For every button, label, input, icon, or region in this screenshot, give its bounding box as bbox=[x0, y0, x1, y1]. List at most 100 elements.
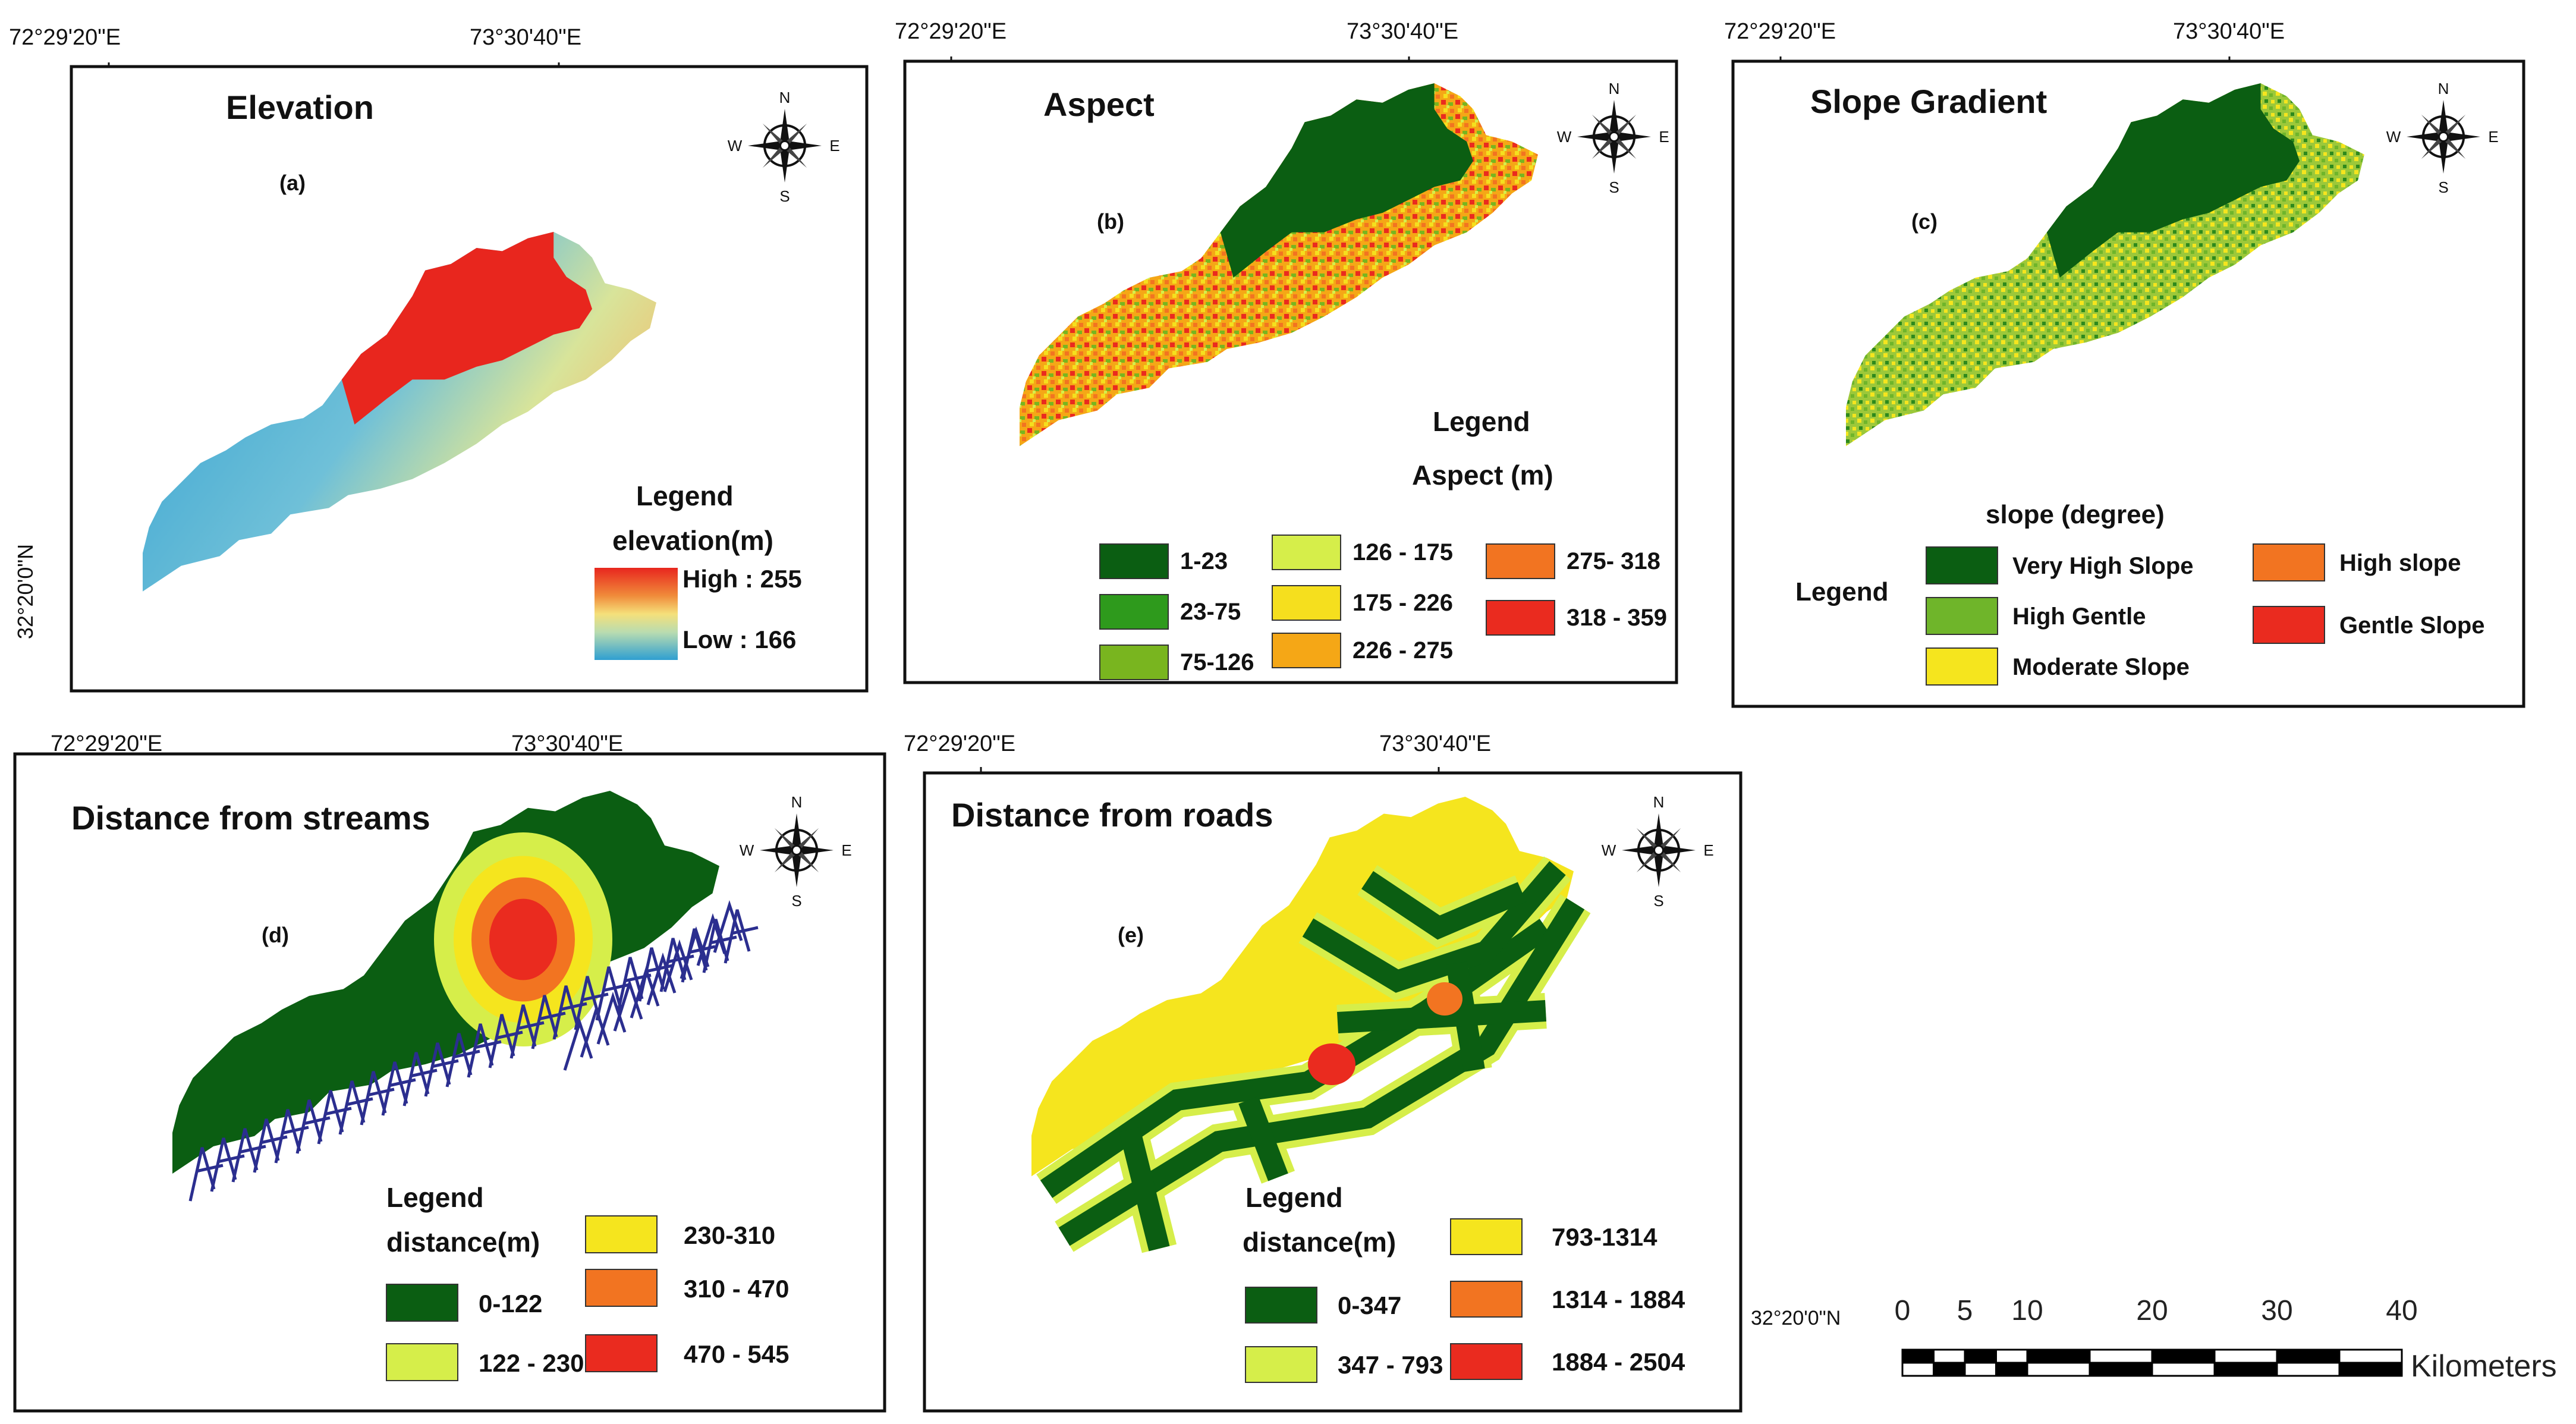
scale-segment bbox=[1995, 1362, 2028, 1377]
legend-subtitle: Aspect (m) bbox=[1412, 460, 1553, 491]
scale-tick-label: 5 bbox=[1957, 1295, 1973, 1326]
scale-segment bbox=[2276, 1348, 2341, 1364]
north-arrow-icon: N S E W bbox=[2386, 80, 2499, 196]
streams-legend-label: 230-310 bbox=[684, 1221, 775, 1249]
coordinate-labels: 72°29'20"E 73°30'40"E 72°29'20"E 73°30'40"E… bbox=[9, 19, 2285, 1347]
scale-segment bbox=[2213, 1362, 2278, 1377]
scale-segment bbox=[1933, 1362, 1966, 1377]
scale-segment bbox=[2276, 1362, 2341, 1377]
compass-w: W bbox=[728, 137, 743, 155]
streams-legend-swatch bbox=[386, 1284, 458, 1322]
roads-legend-label: 347 - 793 bbox=[1338, 1351, 1443, 1379]
aspect-legend-swatch bbox=[1099, 594, 1169, 630]
longitude-label: 73°30'40"E bbox=[1347, 19, 1458, 44]
longitude-label: 73°30'40"E bbox=[511, 731, 623, 756]
streams-legend-label: 122 - 230 bbox=[479, 1349, 584, 1377]
scale-segment bbox=[1933, 1348, 1966, 1364]
north-arrow-icon: N S E W bbox=[740, 793, 852, 910]
legend-title: Legend bbox=[1433, 406, 1530, 437]
aspect-legend-label: 23-75 bbox=[1180, 599, 1241, 625]
longitude-label: 72°29'20"E bbox=[1724, 19, 1836, 44]
longitude-label: 73°30'40"E bbox=[470, 25, 581, 50]
longitude-label: 73°30'40"E bbox=[1379, 731, 1491, 756]
scale-segment bbox=[1995, 1348, 2028, 1364]
slope-legend-label: Moderate Slope bbox=[2012, 654, 2190, 680]
aspect-legend-swatch bbox=[1272, 633, 1341, 668]
panel-title: Slope Gradient bbox=[1810, 83, 2047, 120]
streams-legend-swatch bbox=[585, 1215, 658, 1253]
scale-segment bbox=[1901, 1362, 1935, 1377]
aspect-legend-label: 126 - 175 bbox=[1353, 539, 1453, 565]
longitude-label: 73°30'40"E bbox=[2173, 19, 2285, 44]
panel-title: Elevation bbox=[226, 89, 374, 126]
panel-streams: Distance from streams (d) N S E W Legend distan… bbox=[13, 752, 886, 1413]
roads-legend-label: 1884 - 2504 bbox=[1552, 1348, 1685, 1376]
compass-s: S bbox=[1653, 892, 1663, 910]
roads-legend-swatch bbox=[1450, 1218, 1523, 1255]
roads-legend-swatch bbox=[1245, 1346, 1317, 1383]
compass-n: N bbox=[779, 89, 791, 106]
aspect-legend-label: 75-126 bbox=[1180, 649, 1254, 675]
roads-legend-label: 0-347 bbox=[1338, 1291, 1401, 1319]
scale-segment bbox=[1901, 1348, 1935, 1364]
compass-e: E bbox=[2488, 128, 2498, 146]
aspect-north-area bbox=[1220, 83, 1473, 278]
compass-s: S bbox=[779, 187, 790, 205]
aspect-legend-swatch bbox=[1099, 543, 1169, 579]
latitude-label: 32°20'0"N bbox=[13, 544, 37, 639]
stream-network bbox=[188, 900, 759, 1202]
longitude-label: 72°29'20"E bbox=[904, 731, 1015, 756]
roads-legend-label: 1314 - 1884 bbox=[1552, 1285, 1685, 1313]
streams-legend-swatch bbox=[585, 1334, 658, 1372]
latitude-label: 32°20'0"N bbox=[1751, 1307, 1841, 1329]
aspect-legend-swatch bbox=[1486, 600, 1555, 636]
slope-legend-swatch bbox=[2253, 606, 2325, 644]
compass-e: E bbox=[1659, 128, 1669, 146]
north-arrow-icon: N S E W bbox=[1557, 80, 1669, 196]
north-arrow-icon: N S E W bbox=[728, 89, 840, 205]
compass-s: S bbox=[1609, 178, 1619, 196]
map-panels: Elevation (a) N S E W Legend elevation(m) High :… bbox=[13, 59, 2525, 1413]
slope-legend-label: Gentle Slope bbox=[2339, 612, 2485, 639]
scale-tick-label: 10 bbox=[2011, 1295, 2043, 1326]
slope-north-area bbox=[2046, 83, 2300, 278]
roads-map-area bbox=[1031, 797, 1574, 1177]
slope-legend-label: Very High Slope bbox=[2012, 553, 2194, 579]
slope-legend-label: High Gentle bbox=[2012, 603, 2146, 630]
scale-segment bbox=[2089, 1348, 2153, 1364]
compass-n: N bbox=[791, 793, 803, 811]
legend-subtitle: slope (degree) bbox=[1986, 500, 2165, 529]
scale-tick-label: 40 bbox=[2386, 1295, 2417, 1326]
slope-legend-swatch bbox=[1926, 597, 1998, 635]
compass-n: N bbox=[1653, 793, 1665, 811]
scale-segment bbox=[2213, 1348, 2278, 1364]
legend-low-label: Low : 166 bbox=[682, 625, 796, 653]
scale-unit-label: Kilometers bbox=[2411, 1349, 2557, 1384]
panel-label: (e) bbox=[1118, 923, 1144, 947]
compass-e: E bbox=[829, 137, 839, 155]
panel-title: Aspect bbox=[1043, 86, 1155, 123]
panel-elevation: Elevation (a) N S E W Legend elevation(m) High :… bbox=[70, 65, 869, 693]
panel-label: (b) bbox=[1097, 209, 1124, 234]
legend-subtitle: distance(m) bbox=[1243, 1227, 1396, 1258]
legend-high-label: High : 255 bbox=[682, 565, 802, 593]
compass-w: W bbox=[1557, 128, 1572, 146]
scale-bar: 0 5 10 20 30 40 Kilometers bbox=[1895, 1295, 2557, 1384]
scale-segment bbox=[2338, 1348, 2403, 1364]
longitude-label: 72°29'20"E bbox=[51, 731, 162, 756]
compass-e: E bbox=[841, 841, 851, 859]
legend-subtitle: elevation(m) bbox=[612, 525, 773, 556]
compass-n: N bbox=[2438, 80, 2449, 98]
elevation-high-area bbox=[341, 232, 592, 425]
compass-n: N bbox=[1609, 80, 1620, 98]
aspect-legend-label: 318 - 359 bbox=[1567, 605, 1667, 631]
roads-far-zone bbox=[1427, 982, 1462, 1016]
scale-segment bbox=[2338, 1362, 2403, 1377]
compass-s: S bbox=[791, 892, 801, 910]
slope-legend-label: High slope bbox=[2339, 550, 2461, 576]
compass-s: S bbox=[2438, 178, 2448, 196]
scale-tick-label: 30 bbox=[2261, 1295, 2292, 1326]
scale-segment bbox=[1964, 1362, 1997, 1377]
stream-distance-band bbox=[489, 898, 557, 980]
